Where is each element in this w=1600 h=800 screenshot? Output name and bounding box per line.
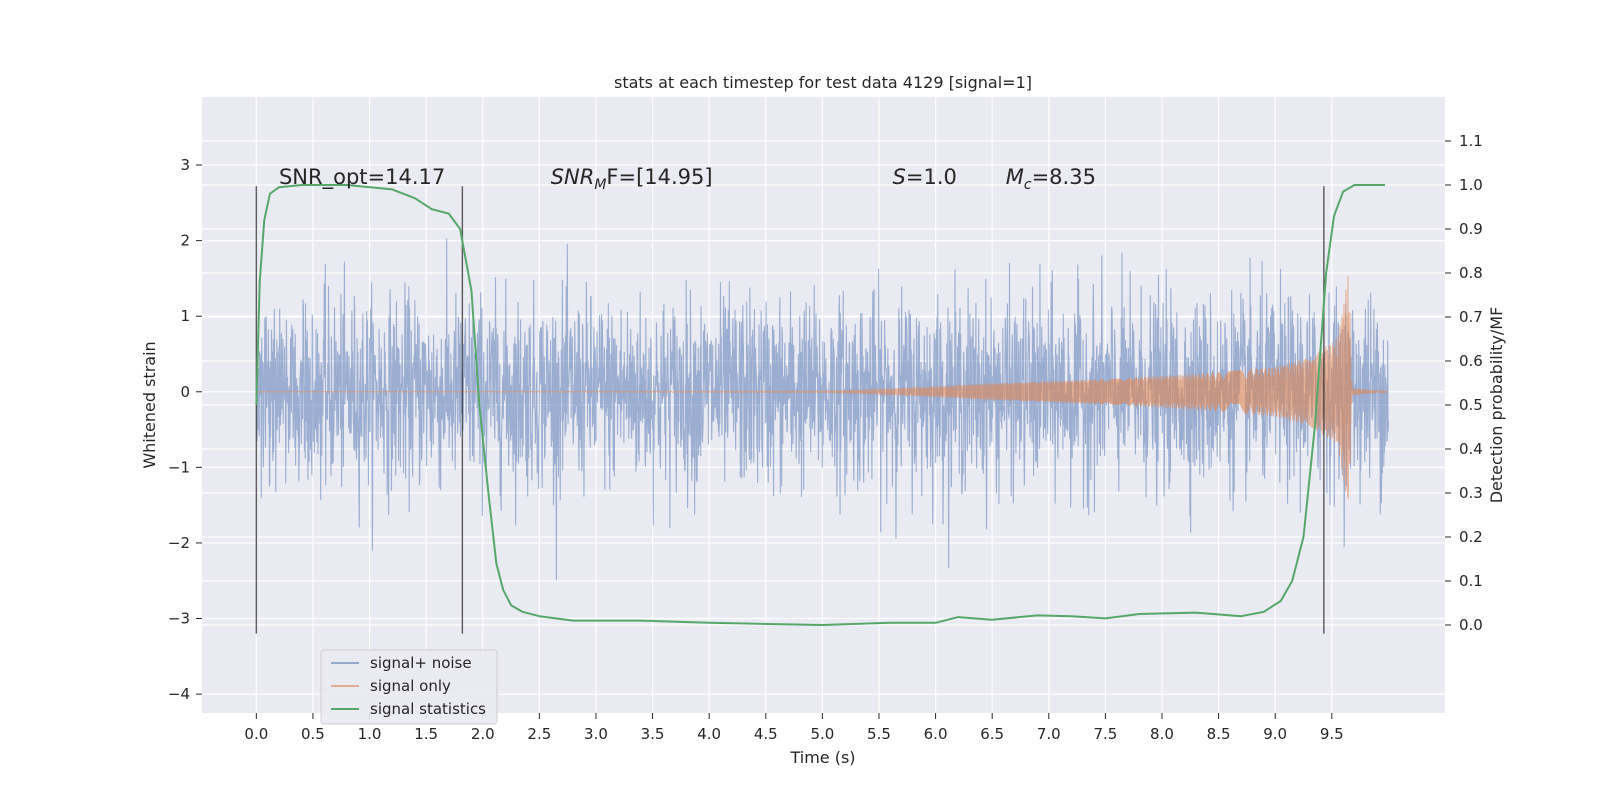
x-tick-label: 9.0 <box>1263 725 1287 743</box>
y2-tick-label: 0.9 <box>1459 220 1483 238</box>
x-tick-label: 1.0 <box>358 725 382 743</box>
x-tick-label: 3.0 <box>584 725 608 743</box>
signal-statistics-series <box>255 184 1385 626</box>
chart-title: stats at each timestep for test data 412… <box>614 73 1032 92</box>
y2-tick-label: 1.1 <box>1459 132 1483 150</box>
x-tick-label: 1.5 <box>414 725 438 743</box>
x-axis-label: Time (s) <box>789 748 855 767</box>
legend-label-signal-statistics: signal statistics <box>370 700 486 718</box>
y2-tick-label: 0.6 <box>1459 352 1483 370</box>
y2-axis-label: Detection probability/MF <box>1487 307 1506 504</box>
y2-tick-label: 0.2 <box>1459 528 1483 546</box>
y-tick-label: 2 <box>180 232 190 250</box>
x-tick-label: 2.5 <box>527 725 551 743</box>
y-tick-label: 1 <box>180 307 190 325</box>
x-tick-label: 7.0 <box>1037 725 1061 743</box>
signal-noise-line <box>255 238 1389 581</box>
y-axis-label: Whitened strain <box>140 341 159 468</box>
x-tick-label: 2.0 <box>471 725 495 743</box>
x-tick-label: 5.5 <box>867 725 891 743</box>
y-tick-label: −1 <box>168 458 190 476</box>
legend-label-signal-only: signal only <box>370 677 451 695</box>
x-tick-label: 4.5 <box>754 725 778 743</box>
x-tick-label: 0.0 <box>244 725 268 743</box>
y-tick-label: −4 <box>168 685 190 703</box>
x-tick-label: 8.0 <box>1150 725 1174 743</box>
signal-only-series <box>256 275 1389 500</box>
x-tick-label: 7.5 <box>1093 725 1117 743</box>
legend: signal+ noise signal only signal statist… <box>320 649 498 725</box>
x-tick-label: 6.5 <box>980 725 1004 743</box>
y-tick-label: 3 <box>180 156 190 174</box>
annotation-text: SNR_opt=14.17 <box>279 165 445 190</box>
legend-box <box>320 649 498 725</box>
y2-tick-label: 0.5 <box>1459 396 1483 414</box>
y2-tick-label: 0.0 <box>1459 616 1483 634</box>
signal-only-line <box>256 275 1389 500</box>
annotation-text: Mc=8.35 <box>1006 165 1096 193</box>
y2-tick-label: 0.7 <box>1459 308 1483 326</box>
marker-lines <box>255 186 1325 634</box>
x-tick-label: 6.0 <box>924 725 948 743</box>
annotation-text: S=1.0 <box>893 165 957 189</box>
x-tick-label: 0.5 <box>301 725 325 743</box>
signal-noise-series <box>255 238 1389 581</box>
y2-tick-label: 1.0 <box>1459 176 1483 194</box>
x-tick-label: 8.5 <box>1207 725 1231 743</box>
y2-tick-label: 0.8 <box>1459 264 1483 282</box>
y2-tick-label: 0.3 <box>1459 484 1483 502</box>
axis-ticks: 0.0 0.5 1.0 1.5 2.0 2.5 3.0 3.5 4.0 4.5 5.0 5.5 6.0 6… <box>168 132 1483 743</box>
y-tick-label: −3 <box>168 610 190 628</box>
y-tick-label: −2 <box>168 534 190 552</box>
x-tick-label: 3.5 <box>641 725 665 743</box>
x-tick-label: 4.0 <box>697 725 721 743</box>
y2-tick-label: 0.1 <box>1459 572 1483 590</box>
y2-tick-label: 0.4 <box>1459 440 1483 458</box>
x-tick-label: 5.0 <box>810 725 834 743</box>
y-tick-label: 0 <box>180 383 190 401</box>
signal-statistics-line <box>255 184 1385 626</box>
annotation-text: SNRMF=[14.95] <box>551 165 713 193</box>
annotations: SNR_opt=14.17 SNRMF=[14.95] S=1.0 Mc=8.35 <box>279 165 1096 193</box>
x-tick-label: 9.5 <box>1320 725 1344 743</box>
legend-label-signal-noise: signal+ noise <box>370 654 472 672</box>
